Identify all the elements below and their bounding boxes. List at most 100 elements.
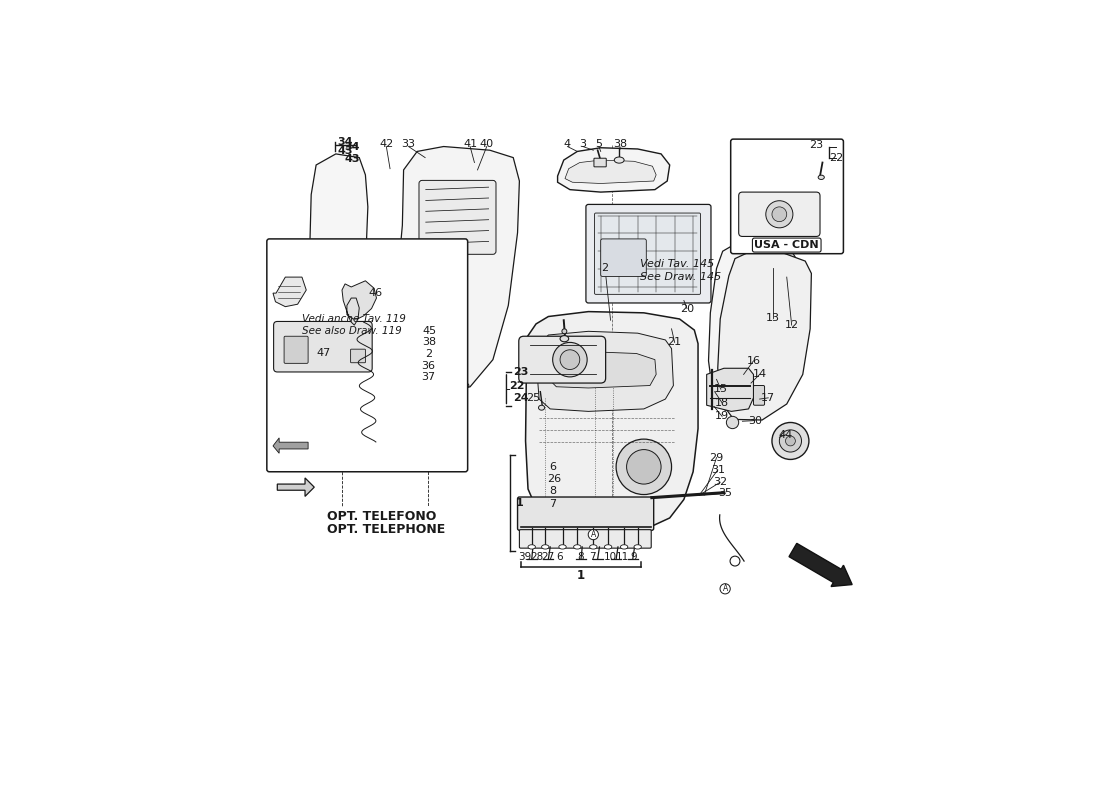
Ellipse shape xyxy=(614,157,624,163)
Polygon shape xyxy=(273,438,308,454)
Text: 26: 26 xyxy=(548,474,562,484)
Circle shape xyxy=(772,422,808,459)
FancyBboxPatch shape xyxy=(594,213,701,294)
Text: 34: 34 xyxy=(338,137,353,146)
Ellipse shape xyxy=(324,239,353,298)
Text: 41: 41 xyxy=(463,139,477,149)
Polygon shape xyxy=(717,250,812,420)
Text: 30: 30 xyxy=(748,416,761,426)
FancyBboxPatch shape xyxy=(739,192,820,237)
Text: 9: 9 xyxy=(630,552,637,562)
Polygon shape xyxy=(396,146,519,394)
Polygon shape xyxy=(708,242,799,410)
Text: See also Draw. 119: See also Draw. 119 xyxy=(301,326,402,336)
Circle shape xyxy=(726,416,739,429)
Polygon shape xyxy=(565,160,656,183)
FancyBboxPatch shape xyxy=(267,239,468,472)
Text: 27: 27 xyxy=(541,552,556,562)
Ellipse shape xyxy=(620,545,628,549)
Text: 8: 8 xyxy=(549,486,557,497)
Ellipse shape xyxy=(604,545,612,549)
Text: 42: 42 xyxy=(379,139,394,149)
Text: 18: 18 xyxy=(715,398,729,408)
FancyBboxPatch shape xyxy=(586,205,711,303)
FancyBboxPatch shape xyxy=(730,139,844,254)
Text: 35: 35 xyxy=(718,488,733,498)
Text: 12: 12 xyxy=(784,320,799,330)
Text: 1: 1 xyxy=(576,569,584,582)
Text: 8: 8 xyxy=(578,552,584,562)
Circle shape xyxy=(552,342,587,377)
Text: 37: 37 xyxy=(421,372,436,382)
Circle shape xyxy=(779,430,802,452)
FancyBboxPatch shape xyxy=(519,530,651,548)
Text: 33: 33 xyxy=(402,139,416,149)
Text: 20: 20 xyxy=(680,303,694,314)
Text: 39: 39 xyxy=(518,552,531,562)
Text: 23: 23 xyxy=(810,140,824,150)
Text: 24: 24 xyxy=(514,394,529,403)
Polygon shape xyxy=(537,331,673,411)
Ellipse shape xyxy=(539,406,544,410)
Text: 11: 11 xyxy=(616,552,629,562)
Text: 44: 44 xyxy=(779,430,793,440)
Ellipse shape xyxy=(818,175,824,179)
Text: A: A xyxy=(723,584,728,594)
Circle shape xyxy=(616,439,671,494)
FancyBboxPatch shape xyxy=(274,322,372,372)
Circle shape xyxy=(560,350,580,370)
Ellipse shape xyxy=(541,545,549,549)
Text: 19: 19 xyxy=(715,411,729,422)
Text: A: A xyxy=(591,530,596,539)
Text: 32: 32 xyxy=(713,478,727,487)
Text: 15: 15 xyxy=(714,384,728,394)
Ellipse shape xyxy=(590,545,597,549)
Text: 25: 25 xyxy=(526,393,540,403)
Text: 28: 28 xyxy=(530,552,543,562)
Text: 45: 45 xyxy=(422,326,437,336)
Text: 47: 47 xyxy=(317,348,331,358)
Text: 17: 17 xyxy=(761,393,776,403)
Text: 6: 6 xyxy=(549,462,557,472)
Text: 43: 43 xyxy=(344,154,360,164)
Text: 29: 29 xyxy=(710,453,724,462)
Polygon shape xyxy=(526,311,698,534)
Polygon shape xyxy=(558,148,670,192)
Text: 31: 31 xyxy=(711,465,725,475)
Text: 7: 7 xyxy=(590,552,596,562)
Text: 3: 3 xyxy=(580,139,586,149)
Text: 14: 14 xyxy=(752,370,767,379)
Text: 10: 10 xyxy=(604,552,617,562)
Text: 22: 22 xyxy=(829,153,843,162)
Polygon shape xyxy=(277,478,315,496)
Text: 2: 2 xyxy=(425,349,432,359)
Circle shape xyxy=(730,556,740,566)
FancyBboxPatch shape xyxy=(594,158,606,167)
Text: 46: 46 xyxy=(368,288,383,298)
Text: See Draw. 145: See Draw. 145 xyxy=(639,272,720,282)
Text: OPT. TELEFONO: OPT. TELEFONO xyxy=(327,510,436,522)
Ellipse shape xyxy=(559,545,566,549)
FancyBboxPatch shape xyxy=(754,386,764,406)
Text: 36: 36 xyxy=(421,361,436,371)
Text: 22: 22 xyxy=(509,381,525,390)
Ellipse shape xyxy=(343,386,351,392)
Ellipse shape xyxy=(562,329,566,334)
FancyBboxPatch shape xyxy=(419,180,496,254)
Text: Vedi Tav. 145: Vedi Tav. 145 xyxy=(639,258,714,269)
Polygon shape xyxy=(706,368,754,411)
Text: 4: 4 xyxy=(564,139,571,149)
Text: USA - CDN: USA - CDN xyxy=(755,240,820,250)
Text: 43: 43 xyxy=(338,146,353,157)
FancyBboxPatch shape xyxy=(351,349,365,362)
Text: 16: 16 xyxy=(747,356,760,366)
Text: eurospares: eurospares xyxy=(540,380,698,404)
Text: Vedi anche Tav. 119: Vedi anche Tav. 119 xyxy=(301,314,406,324)
Text: 38: 38 xyxy=(422,338,437,347)
Text: 40: 40 xyxy=(480,139,494,149)
Text: 13: 13 xyxy=(767,313,780,322)
Text: 7: 7 xyxy=(549,498,557,509)
Text: 23: 23 xyxy=(514,367,529,377)
Circle shape xyxy=(772,207,786,222)
Text: 6: 6 xyxy=(557,552,563,562)
